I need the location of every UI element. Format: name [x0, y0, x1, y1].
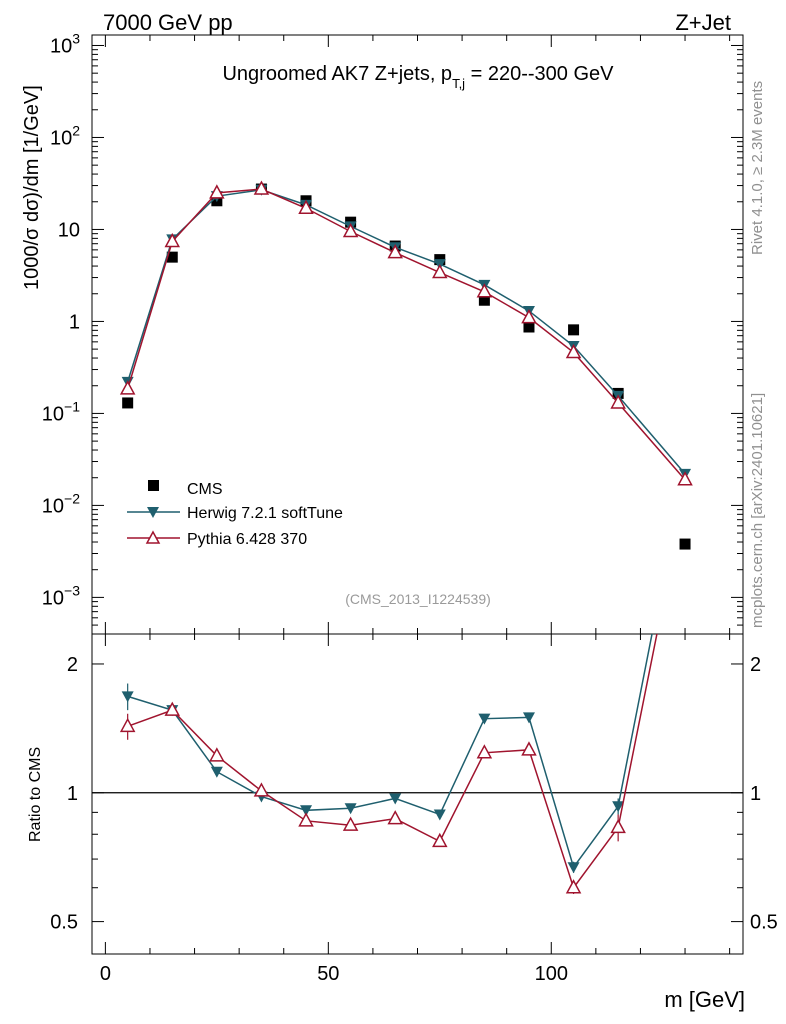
cms-data-point — [679, 538, 691, 550]
cms-data-point — [478, 294, 490, 306]
x-axis: 0 50 100 — [100, 35, 731, 985]
energy-label: 7000 GeV pp — [103, 10, 233, 35]
pythia-ratio-point — [476, 744, 493, 759]
pythia-ratio-point — [565, 879, 582, 894]
main-y-axis: 10−3 10−2 10−1 1 10 102 103 — [42, 30, 743, 635]
main-y-tick-label: 103 — [50, 30, 80, 57]
pythia-ratio-point — [387, 810, 403, 825]
herwig-ratio-point — [522, 712, 535, 724]
main-title: Ungroomed AK7 Z+jets, pT,j = 220--300 Ge… — [222, 63, 614, 91]
ratio-y-tick-label-left: 0.5 — [50, 912, 78, 934]
pythia-ratio-point — [209, 747, 225, 762]
herwig-ratio-point — [612, 801, 625, 813]
pythia-main-point — [521, 309, 537, 324]
herwig-ratio-point — [121, 691, 134, 703]
legend-pythia-label: Pythia 6.428 370 — [187, 531, 307, 548]
herwig-ratio-point — [567, 862, 580, 874]
ratio-frame — [91, 633, 744, 955]
herwig-ratio-point — [210, 766, 223, 778]
pythia-main-point — [253, 180, 270, 195]
legend-pythia-marker — [145, 530, 161, 544]
pythia-ratio-point — [521, 741, 537, 756]
pythia-ratio-point — [119, 717, 136, 733]
legend-herwig-marker — [147, 507, 159, 518]
pythia-main-point — [476, 283, 493, 298]
pythia-main-point — [387, 244, 403, 259]
main-y-tick-label: 10−2 — [42, 490, 80, 517]
legend: CMS Herwig 7.2.1 softTune Pythia 6.428 3… — [127, 480, 343, 548]
main-ylabel: 1000/σ dσ)/dm [1/GeV] — [21, 85, 43, 290]
pythia-ratio-point — [679, 487, 692, 499]
pythia-main-point — [164, 232, 181, 248]
ratio-y-tick-label-right: 2 — [750, 654, 761, 676]
main-series — [119, 180, 693, 550]
cms-data-point — [122, 397, 134, 409]
main-y-tick-label: 10−1 — [42, 398, 80, 425]
herwig-ratio-line — [127, 634, 653, 869]
main-y-tick-label: 10−3 — [42, 582, 80, 609]
legend-cms-marker — [148, 480, 159, 491]
pythia-ratio-point — [342, 816, 359, 831]
analysis-id: (CMS_2013_I1224539) — [345, 591, 491, 607]
pythia-main-point — [432, 263, 448, 279]
pythia-main-point — [209, 184, 225, 199]
pythia-ratio-point — [164, 701, 181, 716]
herwig-ratio-point — [433, 809, 446, 821]
pythia-main-point — [610, 394, 626, 409]
cms-data-point — [166, 251, 178, 263]
herwig-ratio-point — [478, 713, 491, 725]
ratio-y-tick-label-left: 2 — [67, 654, 78, 676]
rivet-label: Rivet 4.1.0, ≥ 2.3M events — [749, 81, 766, 255]
pythia-main-line — [126, 188, 686, 481]
main-y-tick-label: 1 — [69, 311, 80, 333]
pythia-main-point — [342, 222, 359, 238]
cms-data-point — [568, 324, 580, 336]
pythia-ratio-point — [432, 832, 448, 848]
herwig-ratio-point — [389, 793, 402, 805]
x-tick-label: 100 — [535, 963, 568, 985]
ratio-y-tick-label-right: 0.5 — [750, 912, 778, 934]
pythia-main-point — [298, 199, 314, 215]
process-label: Z+Jet — [675, 10, 731, 35]
pythia-ratio-point — [610, 818, 626, 834]
legend-herwig-label: Herwig 7.2.1 softTune — [187, 505, 343, 522]
mcplots-label: mcplots.cern.ch [arXiv:2401.10621] — [749, 393, 766, 628]
x-tick-label: 0 — [100, 963, 111, 985]
main-y-tick-label: 102 — [50, 122, 80, 149]
pythia-ratio-point — [298, 812, 314, 827]
pythia-ratio-point — [253, 782, 270, 797]
herwig-ratio-point — [344, 803, 357, 815]
cms-data-point — [523, 321, 535, 333]
pythia-main-point — [119, 380, 136, 395]
ratio-y-tick-label-right: 1 — [750, 783, 761, 805]
ratio-y-tick-label-left: 1 — [67, 783, 78, 805]
pythia-main-point — [677, 471, 693, 486]
legend-cms-label: CMS — [187, 481, 223, 498]
herwig-ratio-point — [300, 805, 313, 817]
pythia-main-point — [565, 343, 582, 359]
xlabel: m [GeV] — [664, 987, 745, 1012]
herwig-main-line — [126, 189, 686, 475]
ratio-y-axis: 0.5 0.5 1 1 2 2 — [50, 654, 778, 934]
ratio-series — [119, 487, 692, 895]
main-y-tick-label: 10 — [58, 219, 80, 241]
x-tick-label: 50 — [317, 963, 339, 985]
ratio-ylabel: Ratio to CMS — [27, 747, 44, 842]
